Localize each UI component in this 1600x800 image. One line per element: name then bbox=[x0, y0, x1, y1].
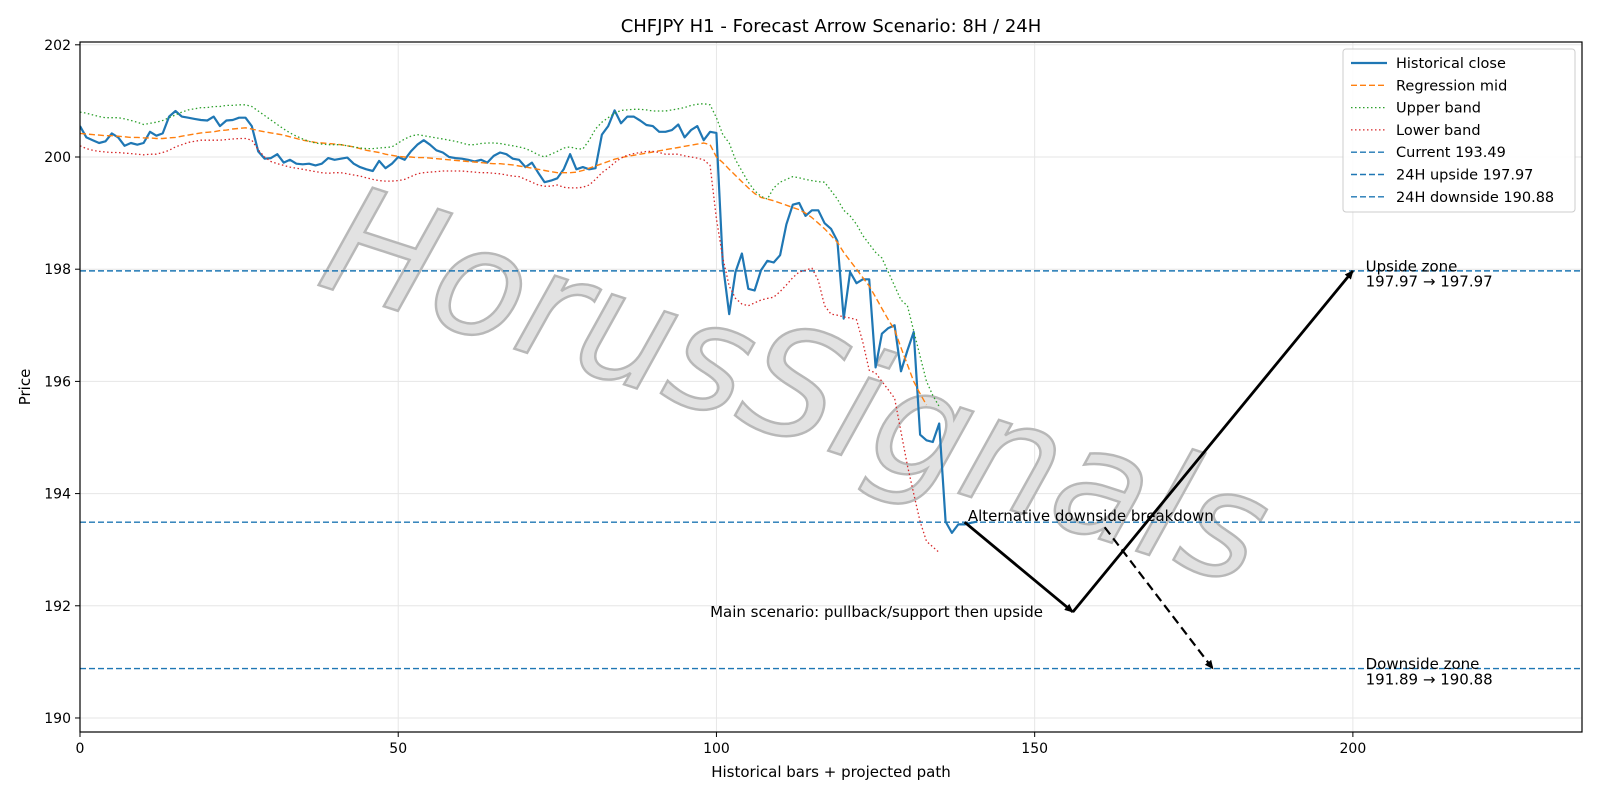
y-tick-label: 202 bbox=[44, 38, 71, 54]
legend-box bbox=[1342, 48, 1576, 213]
legend-entry: 24H downside 190.88 bbox=[1396, 190, 1554, 206]
annotation-label: Alternative downside breakdown bbox=[968, 507, 1214, 525]
legend: Historical close Regression mid Upper band… bbox=[1342, 48, 1576, 213]
series-line bbox=[80, 103, 940, 407]
plot-frame bbox=[79, 41, 1583, 733]
watermark: HorusSignals bbox=[304, 153, 1288, 621]
y-tick-label: 196 bbox=[44, 374, 71, 390]
y-tick-label: 194 bbox=[44, 487, 71, 503]
y-tick-label: 190 bbox=[44, 711, 71, 727]
x-tick-label: 0 bbox=[76, 741, 85, 757]
annotation-label: Upside zone bbox=[1366, 257, 1458, 275]
y-axis-label: Price bbox=[16, 369, 34, 406]
annotation-label: 191.89 → 190.88 bbox=[1366, 670, 1493, 688]
series-line bbox=[80, 127, 928, 406]
y-tick-label: 200 bbox=[44, 150, 71, 166]
y-tick-label: 198 bbox=[44, 262, 71, 278]
legend-entry: Current 193.49 bbox=[1396, 145, 1506, 161]
y-tick-label: 192 bbox=[44, 599, 71, 615]
forecast-arrow bbox=[963, 521, 1074, 614]
legend-entry: Lower band bbox=[1396, 123, 1481, 139]
x-tick-label: 100 bbox=[703, 741, 730, 757]
annotation-label: 197.97 → 197.97 bbox=[1366, 273, 1493, 291]
x-tick-label: 150 bbox=[1021, 741, 1048, 757]
annotation-label: Main scenario: pullback/support then ups… bbox=[710, 603, 1043, 621]
legend-entry: Regression mid bbox=[1396, 78, 1507, 94]
legend-entry: Upper band bbox=[1396, 101, 1481, 117]
x-axis-label: Historical bars + projected path bbox=[711, 763, 951, 781]
x-tick-label: 50 bbox=[389, 741, 407, 757]
series-line bbox=[80, 109, 978, 535]
forecast-arrow bbox=[1103, 526, 1214, 670]
legend-entry: Historical close bbox=[1396, 56, 1506, 72]
x-tick-label: 200 bbox=[1340, 741, 1367, 757]
grid-lines bbox=[79, 42, 1582, 732]
chart-title: CHFJPY H1 - Forecast Arrow Scenario: 8H … bbox=[621, 16, 1042, 37]
forecast-arrow bbox=[1071, 269, 1354, 613]
legend-entry: 24H upside 197.97 bbox=[1396, 168, 1533, 184]
annotation-label: Downside zone bbox=[1366, 655, 1480, 673]
